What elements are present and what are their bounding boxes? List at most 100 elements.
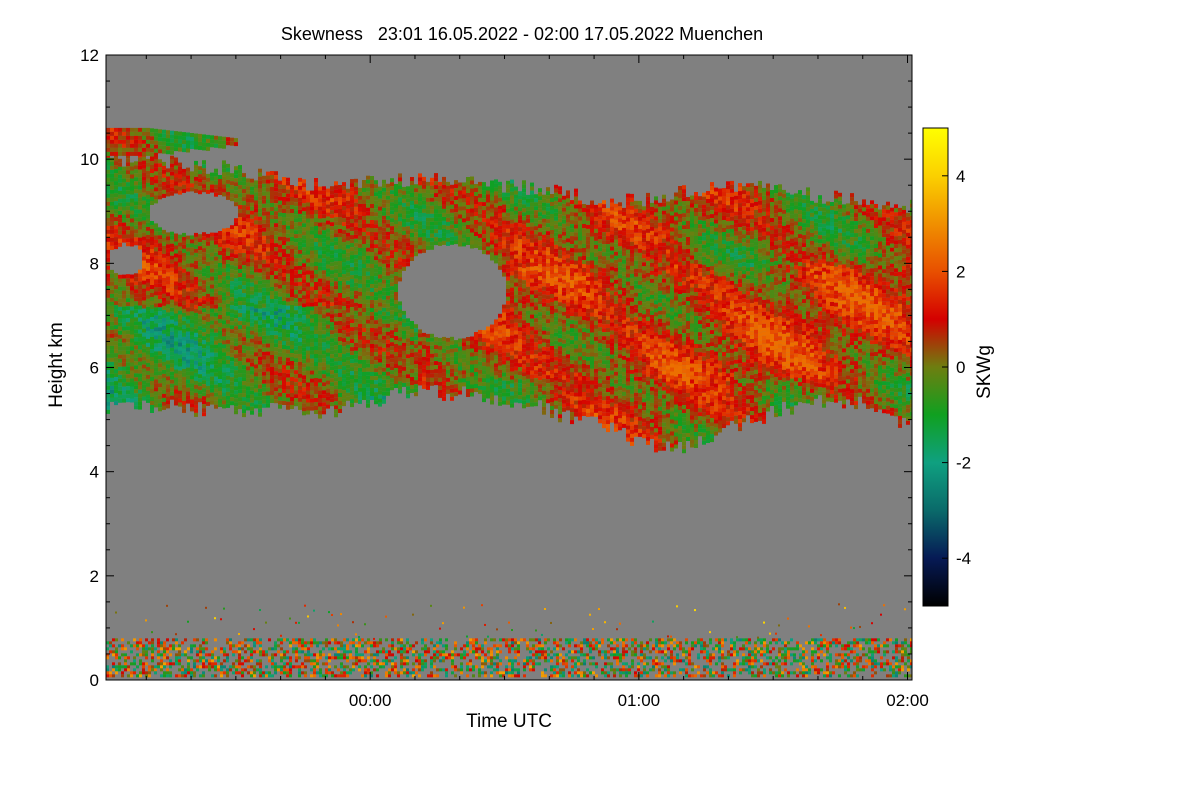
heatmap-cell: [258, 249, 262, 253]
heatmap-cell: [342, 330, 346, 334]
heatmap-cell: [106, 186, 110, 190]
heatmap-cell: [354, 287, 358, 291]
heatmap-cell: [110, 140, 114, 144]
heatmap-cell: [350, 183, 354, 187]
heatmap-cell: [342, 374, 346, 378]
heatmap-cell: [130, 187, 134, 191]
heatmap-cell: [474, 388, 478, 392]
heatmap-cell: [278, 257, 282, 261]
heatmap-cell: [422, 385, 426, 389]
heatmap-cell: [486, 223, 490, 227]
heatmap-cell: [202, 368, 206, 372]
heatmap-cell: [110, 318, 114, 322]
heatmap-cell: [474, 376, 478, 380]
heatmap-cell: [386, 384, 390, 388]
heatmap-cell: [266, 340, 270, 344]
chart-title: Skewness 23:01 16.05.2022 - 02:00 17.05.…: [281, 24, 763, 44]
heatmap-cell: [174, 354, 178, 358]
heatmap-cell: [254, 328, 258, 332]
heatmap-cell: [146, 179, 150, 183]
heatmap-cell: [202, 176, 206, 180]
heatmap-cell: [310, 331, 314, 335]
heatmap-cell: [262, 320, 266, 324]
heatmap-cell: [194, 237, 198, 241]
heatmap-cell: [342, 294, 346, 298]
heatmap-cell: [262, 392, 266, 396]
heatmap-cell: [194, 181, 198, 185]
heatmap-cell: [182, 169, 186, 173]
heatmap-cell: [338, 401, 342, 405]
heatmap-cell: [134, 341, 138, 345]
heatmap-cell: [270, 311, 274, 315]
heatmap-cell: [366, 368, 370, 372]
heatmap-cell: [358, 300, 362, 304]
heatmap-cell: [186, 149, 190, 153]
heatmap-cell: [466, 345, 470, 349]
heatmap-cell: [142, 209, 146, 213]
heatmap-cell: [114, 273, 118, 277]
heatmap-cell: [146, 295, 150, 299]
heatmap-cell: [362, 224, 366, 228]
heatmap-cell: [234, 342, 238, 346]
heatmap-cell: [354, 299, 358, 303]
heatmap-cell: [302, 379, 306, 383]
heatmap-cell: [314, 202, 318, 206]
heatmap-cell: [478, 230, 482, 234]
heatmap-cell: [406, 226, 410, 230]
heatmap-cell: [282, 233, 286, 237]
heatmap-cell: [318, 207, 322, 211]
heatmap-cell: [110, 294, 114, 298]
heatmap-cell: [318, 247, 322, 251]
heatmap-cell: [114, 169, 118, 173]
heatmap-cell: [478, 374, 482, 378]
heatmap-cell: [130, 219, 134, 223]
heatmap-cell: [138, 162, 142, 166]
heatmap-cell: [154, 343, 158, 347]
heatmap-cell: [202, 288, 206, 292]
heatmap-cell: [150, 173, 154, 177]
heatmap-cell: [282, 273, 286, 277]
heatmap-cell: [110, 282, 114, 286]
heatmap-cell: [122, 179, 126, 183]
heatmap-cell: [118, 239, 122, 243]
heatmap-cell: [358, 360, 362, 364]
heatmap-cell: [358, 356, 362, 360]
heatmap-cell: [110, 182, 114, 186]
heatmap-cell: [206, 282, 210, 286]
heatmap-cell: [230, 197, 234, 201]
heatmap-cell: [198, 170, 202, 174]
heatmap-cell: [266, 268, 270, 272]
heatmap-cell: [254, 324, 258, 328]
heatmap-cell: [378, 375, 382, 379]
heatmap-cell: [130, 183, 134, 187]
heatmap-cell: [170, 364, 174, 368]
heatmap-cell: [470, 377, 474, 381]
heatmap-cell: [334, 245, 338, 249]
heatmap-cell: [106, 258, 110, 262]
heatmap-cell: [154, 375, 158, 379]
heatmap-cell: [310, 379, 314, 383]
heatmap-cell: [270, 343, 274, 347]
heatmap-cell: [334, 345, 338, 349]
heatmap-cell: [254, 196, 258, 200]
heatmap-cell: [202, 188, 206, 192]
heatmap-cell: [150, 189, 154, 193]
heatmap-cell: [214, 253, 218, 257]
heatmap-cell: [106, 250, 110, 254]
heatmap-cell: [142, 157, 146, 161]
heatmap-cell: [342, 342, 346, 346]
heatmap-cell: [454, 212, 458, 216]
heatmap-cell: [218, 275, 222, 279]
heatmap-cell: [222, 340, 226, 344]
heatmap-cell: [438, 182, 442, 186]
heatmap-cell: [430, 342, 434, 346]
heatmap-cell: [234, 310, 238, 314]
heatmap-cell: [166, 180, 170, 184]
heatmap-cell: [254, 364, 258, 368]
heatmap-cell: [286, 278, 290, 282]
heatmap-cell: [246, 246, 250, 250]
heatmap-cell: [274, 211, 278, 215]
heatmap-cell: [274, 323, 278, 327]
heatmap-cell: [114, 289, 118, 293]
heatmap-cell: [182, 373, 186, 377]
